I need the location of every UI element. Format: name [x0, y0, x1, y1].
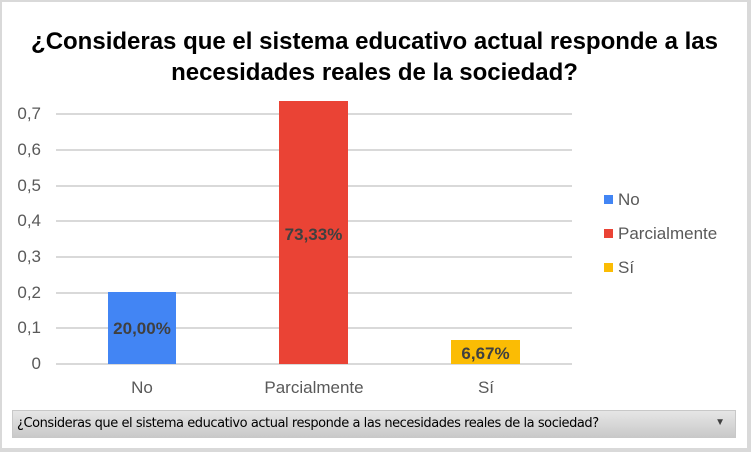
legend-label: Parcialmente — [618, 224, 718, 243]
y-tick: 0,4 — [17, 211, 41, 230]
y-tick: 0,7 — [17, 104, 41, 123]
field-filter-dropdown[interactable]: ¿Consideras que el sistema educativo act… — [12, 410, 736, 438]
gridline — [56, 363, 572, 365]
filter-label: ¿Consideras que el sistema educativo act… — [17, 416, 599, 431]
x-label: Sí — [477, 378, 495, 397]
y-tick: 0,2 — [17, 283, 41, 302]
legend-item-parcialmente[interactable]: Parcialmente — [604, 224, 717, 244]
y-tick: 0,6 — [17, 140, 41, 159]
y-tick: 0,5 — [17, 176, 41, 195]
legend-item-no[interactable]: No — [604, 190, 640, 210]
y-tick: 0 — [31, 354, 41, 373]
chart-frame: ¿Consideras que el sistema educativo act… — [2, 2, 747, 448]
legend-swatch-icon — [604, 263, 613, 272]
y-tick: 0,1 — [17, 318, 41, 337]
legend-label: No — [618, 190, 640, 209]
legend-item-si[interactable]: Sí — [604, 258, 634, 278]
data-label: 73,33% — [284, 225, 343, 244]
legend-swatch-icon — [604, 229, 613, 238]
dropdown-arrow-icon[interactable]: ▼ — [715, 417, 725, 428]
legend-label: Sí — [618, 258, 635, 277]
y-tick: 0,3 — [17, 247, 41, 266]
bar-parcialmente[interactable]: 73,33% — [279, 101, 348, 364]
chart-title: ¿Consideras que el sistema educativo act… — [31, 28, 718, 86]
x-label: Parcialmente — [264, 378, 364, 397]
bar-si[interactable]: 6,67% — [451, 340, 520, 364]
data-label: 20,00% — [113, 319, 171, 338]
legend-swatch-icon — [604, 195, 613, 204]
x-label: No — [131, 378, 153, 397]
data-label: 6,67% — [461, 344, 510, 363]
bar-no[interactable]: 20,00% — [108, 292, 176, 364]
